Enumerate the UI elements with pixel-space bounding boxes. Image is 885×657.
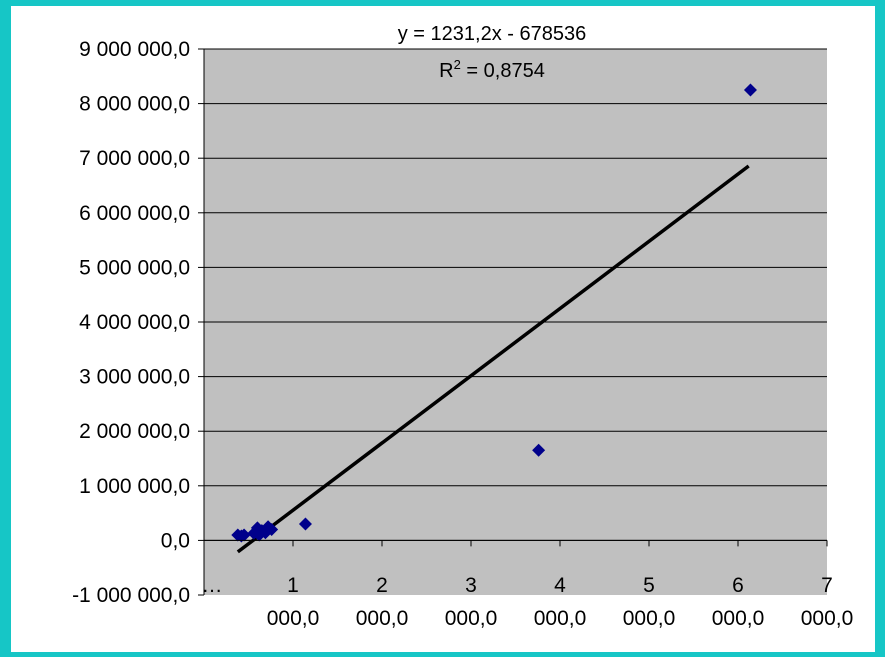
y-tick-label: -1 000 000,0 <box>72 584 190 607</box>
y-tick-label: 6 000 000,0 <box>79 202 190 225</box>
r-squared-label: R2 = 0,8754 <box>439 57 545 82</box>
r-squared-superscript: 2 <box>454 57 461 72</box>
x-tick-label: … <box>202 574 223 597</box>
trendline-equation: y = 1231,2x - 678536 <box>398 23 586 45</box>
x-tick-label: 7 <box>821 574 833 597</box>
x-tick-label-line2: 000,0 <box>623 607 676 630</box>
r-squared-value: = 0,8754 <box>461 60 545 82</box>
data-point <box>265 522 279 536</box>
y-tick-label: 4 000 000,0 <box>79 311 190 334</box>
y-tick-label: 1 000 000,0 <box>79 475 190 498</box>
x-tick-label: 2 <box>376 574 388 597</box>
y-tick-label: 0,0 <box>161 529 190 552</box>
scatter-chart: -1 000 000,0 0,0 1 000 000,0 2 000 000,0 3 0… <box>72 23 854 630</box>
r-squared-symbol: R <box>439 60 453 82</box>
y-tick-label: 2 000 000,0 <box>79 420 190 443</box>
x-tick-label-line2: 000,0 <box>267 607 320 630</box>
x-tick-label: 1 <box>287 574 299 597</box>
y-tick-label: 5 000 000,0 <box>79 256 190 279</box>
chart-frame: -1 000 000,0 0,0 1 000 000,0 2 000 000,0 3 0… <box>11 6 875 652</box>
x-tick-label: 6 <box>732 574 744 597</box>
y-tick-label: 8 000 000,0 <box>79 93 190 116</box>
y-tick-label: 3 000 000,0 <box>79 366 190 389</box>
x-tick-label: 5 <box>643 574 655 597</box>
y-tick-label: 7 000 000,0 <box>79 147 190 170</box>
x-tick-label: 3 <box>465 574 477 597</box>
data-point <box>298 517 312 531</box>
data-point <box>532 443 546 457</box>
x-tick-label-line2: 000,0 <box>356 607 409 630</box>
y-tick-label: 9 000 000,0 <box>79 38 190 61</box>
x-tick-label-line2: 000,0 <box>534 607 587 630</box>
x-tick-label-line2: 000,0 <box>801 607 854 630</box>
data-point <box>237 528 251 542</box>
x-tick-label-line2: 000,0 <box>712 607 765 630</box>
trendline <box>236 164 750 554</box>
data-point <box>743 83 757 97</box>
x-tick-label-line2: 000,0 <box>445 607 498 630</box>
x-tick-label: 4 <box>554 574 566 597</box>
